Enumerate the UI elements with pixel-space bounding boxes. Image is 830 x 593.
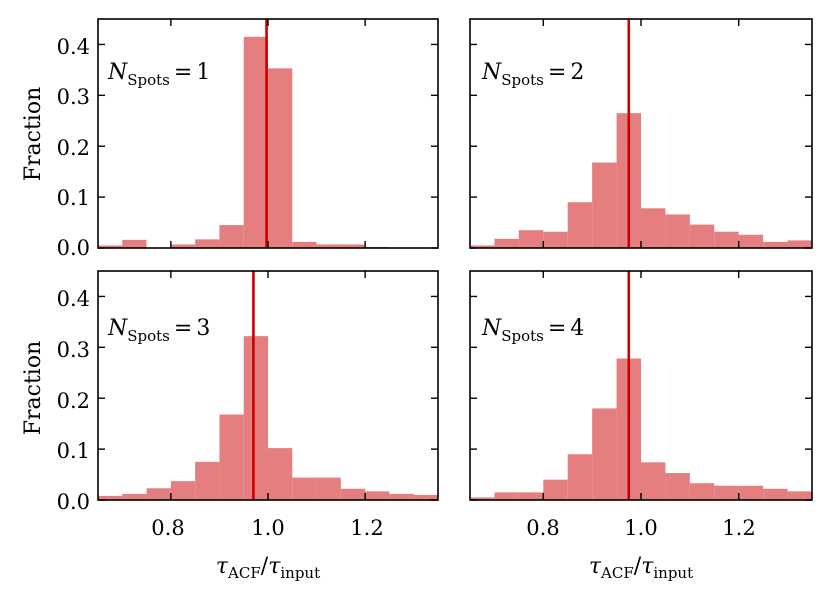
panel-nspots-4: NSpots = 4 0.8 1.0 1.2 τACF/τinput [469, 270, 813, 582]
x-tick-label: 0.8 [151, 516, 184, 540]
histogram-bar [763, 488, 788, 500]
panel-label: NSpots = 3 [107, 316, 210, 345]
histogram-bar [340, 244, 366, 248]
panel-label: NSpots = 2 [481, 60, 584, 89]
histogram-bar [98, 495, 123, 500]
histogram-bar [470, 245, 495, 248]
y-tick-label: 0.0 [57, 236, 90, 260]
histogram-bars [470, 358, 812, 500]
panel-label: NSpots = 4 [481, 316, 584, 345]
histogram-bar [567, 454, 593, 500]
histogram-bar [518, 492, 544, 500]
axis-ticks [470, 271, 812, 501]
histogram-bar [738, 234, 764, 248]
axis-ticks [98, 19, 438, 249]
y-axis-label: Fraction [21, 87, 46, 182]
histogram-bar [518, 230, 544, 248]
histogram-bar [714, 485, 739, 500]
y-axis-label: Fraction [21, 341, 46, 436]
y-tick-label: 0.1 [57, 186, 90, 210]
histogram-bars [470, 113, 812, 249]
histogram-bar [641, 462, 666, 500]
histogram-bar [292, 477, 317, 500]
y-tick-label: 0.1 [57, 439, 90, 463]
histogram-bar [316, 244, 341, 248]
histogram-bar [641, 208, 666, 248]
panel-label: NSpots = 1 [107, 60, 210, 89]
histogram-bar [470, 497, 495, 500]
histogram-bar [268, 448, 293, 500]
x-tick-label: 1.0 [624, 516, 657, 540]
y-tick-label: 0.4 [57, 287, 90, 311]
histogram-bar [665, 214, 690, 248]
panel-nspots-2: NSpots = 2 [469, 18, 813, 249]
histogram-bar [268, 68, 293, 249]
histogram-bar [494, 238, 519, 248]
x-axis-label: τACF/τinput [589, 554, 693, 582]
histogram-bar [195, 239, 220, 248]
y-tick-label: 0.2 [57, 389, 90, 413]
histogram-bar [340, 488, 366, 500]
histogram-bar [122, 239, 147, 248]
histogram-bar [592, 408, 617, 500]
x-tick-label: 0.8 [526, 516, 559, 540]
histogram-bar [543, 231, 568, 248]
histogram-bar [243, 36, 268, 248]
x-tick-label: 1.0 [251, 516, 284, 540]
histogram-bar [122, 493, 147, 500]
histogram-bar [98, 245, 123, 248]
histogram-bars [98, 336, 438, 500]
x-tick-label: 1.2 [722, 516, 755, 540]
histogram-bar [316, 477, 341, 500]
panel-nspots-3: NSpots = 3 0.0 0.1 0.2 0.3 0.4 Fraction 0.… [21, 270, 439, 582]
y-tick-label: 0.3 [57, 338, 90, 362]
x-axis-label: τACF/τinput [216, 554, 320, 582]
histogram-bar [170, 481, 196, 500]
histogram-bar [195, 461, 220, 500]
axis-ticks [470, 19, 812, 249]
histogram-bar [592, 162, 617, 248]
x-tick-label: 1.2 [350, 516, 383, 540]
y-tick-label: 0.4 [57, 35, 90, 59]
axis-ticks [98, 271, 438, 501]
y-tick-label: 0.0 [57, 490, 90, 514]
histogram-bar [146, 488, 171, 500]
histogram-bar [243, 336, 268, 500]
histogram-bar [413, 494, 438, 500]
histogram-bar [543, 479, 568, 500]
histogram-bar [567, 202, 593, 248]
histogram-bar [714, 231, 739, 248]
histogram-bar [389, 493, 414, 500]
histogram-bar [494, 492, 519, 500]
y-tick-label: 0.2 [57, 136, 90, 160]
histogram-bar [689, 224, 715, 248]
histogram-bar [292, 241, 317, 248]
histogram-bar [219, 225, 244, 248]
panel-nspots-1: NSpots = 1 0.0 0.1 0.2 0.3 0.4 Fraction [21, 18, 439, 260]
histogram-bar [787, 491, 812, 500]
y-tick-label: 0.3 [57, 85, 90, 109]
histogram-bar [665, 473, 690, 500]
histogram-bar [787, 240, 812, 248]
histogram-bar [170, 244, 196, 248]
histogram-bar [365, 491, 390, 500]
histogram-bar [738, 485, 764, 500]
histogram-bar [763, 241, 788, 248]
histogram-bar [219, 414, 244, 500]
histogram-bars [98, 36, 390, 249]
histogram-bar [689, 483, 715, 500]
